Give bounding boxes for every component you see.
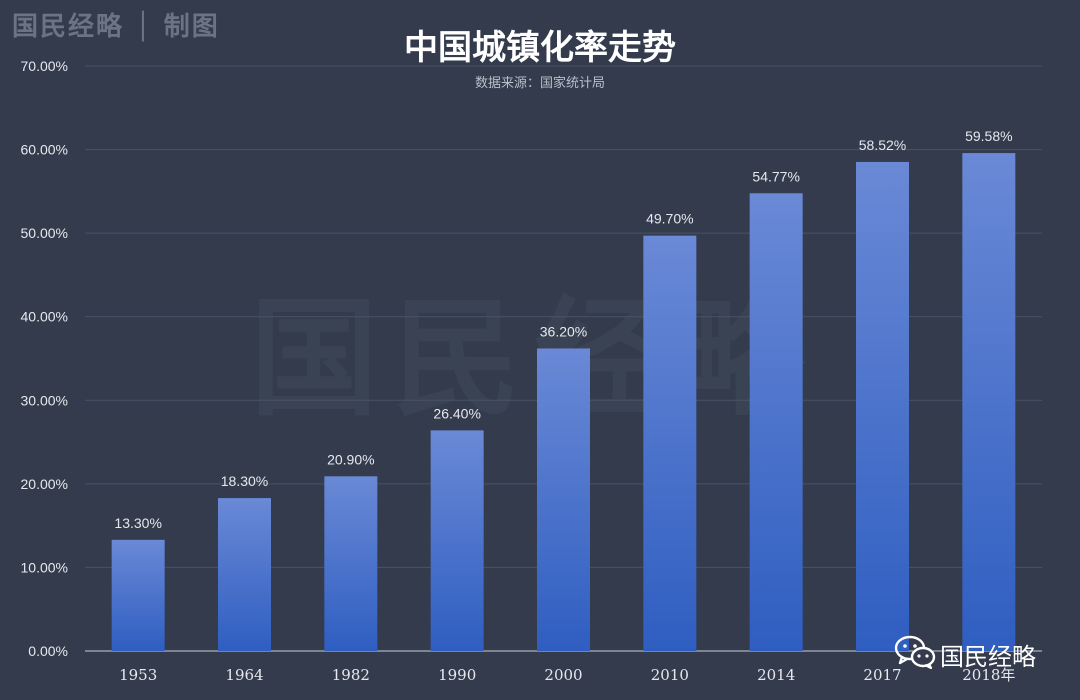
x-tick-label: 1990	[438, 666, 476, 684]
x-tick-label: 1982	[332, 666, 370, 684]
bar	[111, 539, 165, 651]
bar	[430, 430, 484, 651]
bar	[218, 498, 271, 651]
bar	[537, 348, 590, 651]
bar-value-label: 54.77%	[752, 168, 799, 184]
y-tick-label: 50.00%	[21, 225, 68, 241]
chart-title: 中国城镇化率走势	[404, 28, 676, 68]
x-tick-label: 2010	[651, 666, 689, 684]
wechat-icon	[894, 635, 936, 674]
bar-value-label: 58.52%	[859, 137, 906, 153]
bar-value-label: 36.20%	[540, 323, 587, 339]
x-tick-label: 2000	[544, 666, 582, 684]
bar	[324, 476, 378, 651]
y-tick-label: 70.00%	[21, 58, 68, 74]
x-tick-label: 2017	[863, 666, 901, 684]
bar-value-label: 59.58%	[965, 128, 1012, 144]
bar-value-label: 49.70%	[646, 211, 693, 227]
y-tick-label: 0.00%	[28, 643, 68, 659]
y-tick-label: 60.00%	[21, 142, 68, 158]
bar-value-label: 26.40%	[433, 405, 480, 421]
bar	[749, 193, 803, 651]
brand-logo-top: 国民经略 │ 制图	[12, 12, 220, 42]
x-tick-label: 2014	[757, 666, 795, 684]
watermark: 国民经略	[250, 284, 819, 434]
y-tick-label: 10.00%	[21, 559, 68, 575]
y-tick-label: 20.00%	[21, 476, 68, 492]
y-tick-label: 30.00%	[21, 392, 68, 408]
bar	[962, 153, 1016, 651]
brand-bottom-text: 国民经略	[940, 643, 1036, 671]
x-tick-label: 2018年	[962, 666, 1015, 684]
bar	[856, 161, 909, 651]
bar-value-label: 20.90%	[327, 451, 374, 467]
brand-logo-bottom: 国民经略	[894, 635, 1036, 674]
chart-subtitle: 数据来源：国家统计局	[474, 75, 605, 90]
x-tick-label: 1964	[225, 666, 263, 684]
bar-value-label: 18.30%	[221, 473, 268, 489]
bar	[643, 235, 697, 651]
bar-value-label: 13.30%	[114, 515, 161, 531]
x-tick-label: 1953	[119, 666, 157, 684]
y-tick-label: 40.00%	[21, 309, 68, 325]
